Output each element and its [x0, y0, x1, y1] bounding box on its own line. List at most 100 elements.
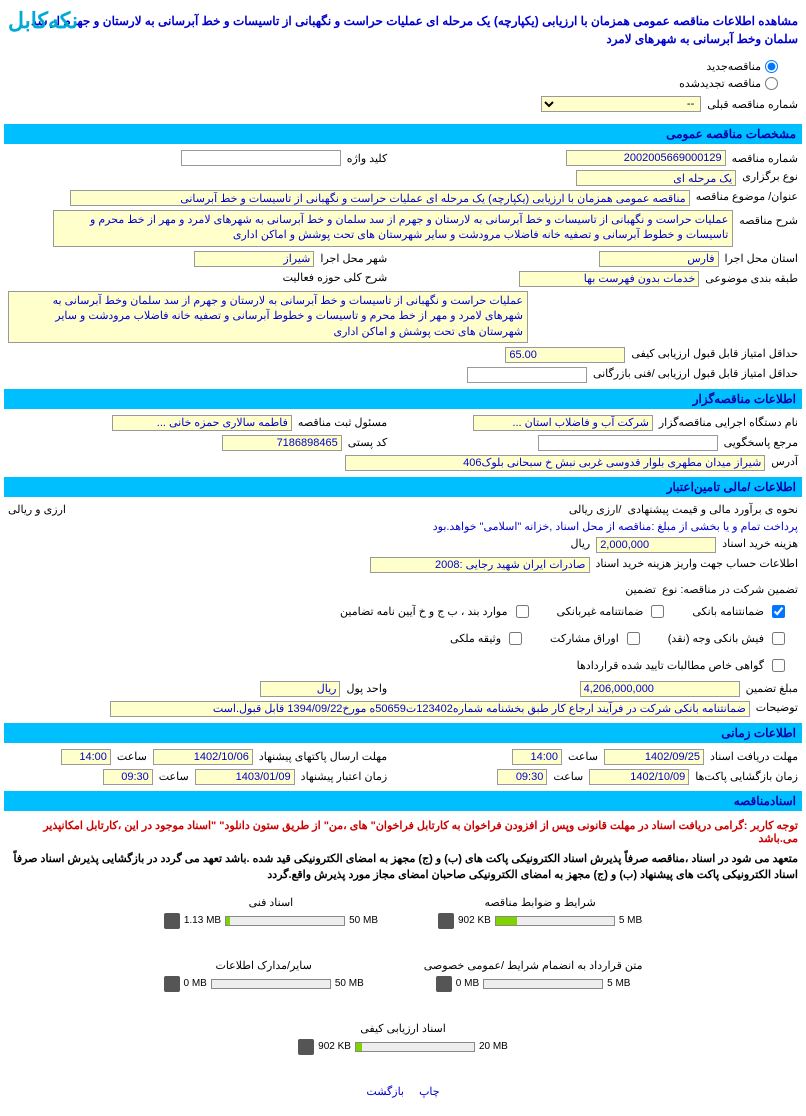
upload-label-3: متن قرارداد به انضمام شرایط /عمومی خصوصی — [424, 959, 643, 972]
radio-renewed-tender[interactable] — [765, 77, 778, 90]
open-date-input[interactable] — [589, 769, 689, 785]
doc-price-label: هزینه خرید اسناد — [722, 537, 798, 550]
doc-price-input[interactable] — [596, 537, 716, 553]
g-amount-input[interactable] — [580, 681, 740, 697]
desc-textarea[interactable] — [53, 210, 733, 247]
upload-max-4: 50 MB — [335, 978, 364, 989]
upload-used-5: 902 KB — [318, 1041, 351, 1052]
open-time-label: ساعت — [553, 770, 583, 783]
postal-label: کد پستی — [348, 436, 387, 449]
upload-icon[interactable] — [438, 913, 454, 929]
propose-time-input[interactable] — [103, 769, 153, 785]
upload-used-3: 0 MB — [456, 978, 479, 989]
upload-progress-5[interactable] — [355, 1042, 475, 1052]
activity-textarea[interactable] — [8, 291, 528, 343]
activity-label: شرح کلی حوزه فعالیت — [283, 271, 388, 284]
doc-price-unit: ریال — [570, 537, 590, 550]
account-label: اطلاعات حساب جهت واریز هزینه خرید اسناد — [596, 557, 798, 570]
guarantee-checkboxes-2: فیش بانکی وجه (نقد) اوراق مشارکت وثیقه م… — [8, 625, 798, 652]
upload-progress-2[interactable] — [225, 916, 345, 926]
page-title: مشاهده اطلاعات مناقصه عمومی همزمان با ار… — [8, 8, 798, 56]
guarantee-label: تضمین شرکت در مناقصه: نوع — [662, 583, 798, 596]
chk-regulation[interactable] — [516, 605, 529, 618]
address-input[interactable] — [345, 455, 765, 471]
upload-icon[interactable] — [164, 913, 180, 929]
city-input[interactable] — [194, 251, 314, 267]
upload-grid: شرایط و ضوابط مناقصه 5 MB 902 KB اسناد ف… — [8, 886, 798, 1065]
recv-deadline-label: مهلت دریافت اسناد — [710, 750, 798, 763]
upload-icon[interactable] — [164, 976, 180, 992]
chk3-label: موارد بند ، ب ج و خ آیین نامه تضامین — [340, 605, 507, 618]
send-time-input[interactable] — [61, 749, 111, 765]
chk-bank-guarantee[interactable] — [772, 605, 785, 618]
postal-input[interactable] — [222, 435, 342, 451]
subject-label: عنوان/ موضوع مناقصه — [696, 190, 798, 203]
upload-other: سایر/مدارک اطلاعات 50 MB 0 MB — [164, 959, 364, 992]
upload-max-1: 5 MB — [619, 915, 642, 926]
chk-certificate[interactable] — [772, 659, 785, 672]
recv-deadline-input[interactable] — [604, 749, 704, 765]
guarantee-checkboxes: ضمانتنامه بانکی ضمانتنامه غیربانکی موارد… — [8, 598, 798, 625]
reg-label: مسئول ثبت مناقصه — [298, 416, 387, 429]
min-tech-label: حداقل امتیاز قابل قبول ارزیابی /فنی بازر… — [593, 367, 798, 380]
min-tech-input[interactable] — [467, 367, 587, 383]
chk4-label: فیش بانکی وجه (نقد) — [668, 632, 764, 645]
upload-quality: اسناد ارزیابی کیفی 20 MB 902 KB — [28, 1022, 778, 1055]
recv-time-input[interactable] — [512, 749, 562, 765]
section-general: مشخصات مناقصه عمومی — [4, 124, 802, 144]
fin-method-label: نحوه ی برآورد مالی و قیمت پیشنهادی — [627, 503, 798, 516]
upload-icon[interactable] — [436, 976, 452, 992]
propose-time-label: ساعت — [159, 770, 189, 783]
section-documents: اسنادمناقصه — [4, 791, 802, 811]
section-timing: اطلاعات زمانی — [4, 723, 802, 743]
upload-progress-3[interactable] — [483, 979, 603, 989]
send-deadline-label: مهلت ارسال پاکتهای پیشنهاد — [259, 750, 387, 763]
province-label: استان محل اجرا — [725, 252, 798, 265]
red-notice: توجه کاربر :گرامی دریافت اسناد در مهلت ق… — [8, 815, 798, 849]
upload-max-5: 20 MB — [479, 1041, 508, 1052]
tender-no-input[interactable] — [566, 150, 726, 166]
radio-new-label: مناقصه‌جدید — [706, 60, 761, 73]
prev-num-select[interactable]: -- — [541, 96, 701, 112]
ref-input[interactable] — [538, 435, 718, 451]
account-input[interactable] — [370, 557, 590, 573]
hold-type-input[interactable] — [576, 170, 736, 186]
upload-progress-4[interactable] — [211, 979, 331, 989]
tender-no-label: شماره مناقصه — [732, 152, 798, 165]
radio-new-tender[interactable] — [765, 60, 778, 73]
upload-label-1: شرایط و ضوابط مناقصه — [485, 896, 596, 909]
section-financial: اطلاعات /مالی تامین‌اعتبار — [4, 477, 802, 497]
chk-nonbank-guarantee[interactable] — [651, 605, 664, 618]
chk-bonds[interactable] — [627, 632, 640, 645]
min-quality-input[interactable] — [505, 347, 625, 363]
print-link[interactable]: چاپ — [419, 1086, 440, 1098]
prev-num-label: شماره مناقصه قبلی — [707, 98, 798, 111]
keyword-input[interactable] — [181, 150, 341, 166]
upload-used-2: 1.13 MB — [184, 915, 221, 926]
tender-type-radios: مناقصه‌جدید — [8, 56, 798, 77]
chk1-label: ضمانتنامه بانکی — [692, 605, 764, 618]
radio-renewed-label: مناقصه تجدیدشده — [679, 77, 761, 90]
send-deadline-input[interactable] — [153, 749, 253, 765]
subject-input[interactable] — [70, 190, 690, 206]
upload-label-5: اسناد ارزیابی کیفی — [360, 1022, 446, 1035]
chk-property[interactable] — [509, 632, 522, 645]
back-link[interactable]: بازگشت — [366, 1086, 404, 1098]
upload-progress-1[interactable] — [495, 916, 615, 926]
propose-date-input[interactable] — [195, 769, 295, 785]
province-input[interactable] — [599, 251, 719, 267]
payment-note: پرداخت تمام و یا بخشی از مبلغ :مناقصه از… — [433, 520, 798, 533]
chk-cash[interactable] — [772, 632, 785, 645]
exec-input[interactable] — [473, 415, 653, 431]
category-input[interactable] — [519, 271, 699, 287]
reg-input[interactable] — [112, 415, 292, 431]
open-time-input[interactable] — [497, 769, 547, 785]
remarks-input[interactable] — [110, 701, 750, 717]
g-unit-input[interactable] — [260, 681, 340, 697]
upload-used-4: 0 MB — [184, 978, 207, 989]
upload-icon[interactable] — [298, 1039, 314, 1055]
fin-currency: ارزی و ریالی — [8, 503, 66, 516]
remarks-label: توضیحات — [756, 701, 798, 714]
propose-label: زمان اعتبار پیشنهاد — [301, 770, 388, 783]
upload-max-2: 50 MB — [349, 915, 378, 926]
